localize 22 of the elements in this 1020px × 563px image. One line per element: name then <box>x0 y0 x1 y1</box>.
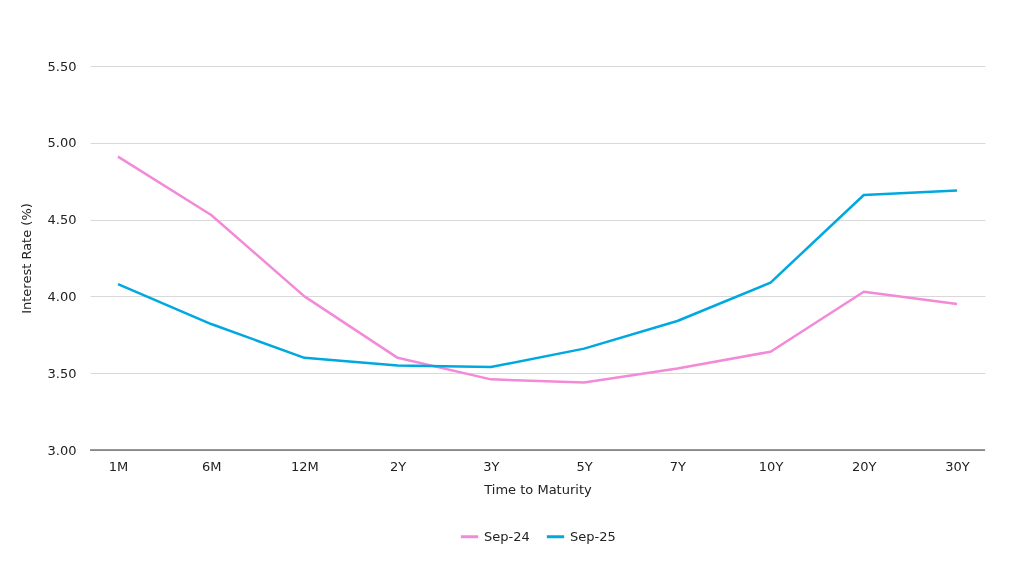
y-tick-label: 4.00 <box>47 288 77 304</box>
x-tick-label: 12M <box>291 458 319 474</box>
y-tick-label: 3.50 <box>47 365 77 381</box>
line-series <box>116 189 959 369</box>
x-tick-label: 2Y <box>390 458 407 474</box>
x-tick-label: 30Y <box>945 458 970 474</box>
x-tick-label: 10Y <box>758 458 784 474</box>
y-tick-label: 5.50 <box>47 58 77 74</box>
y-tick-label: 5.00 <box>47 135 77 151</box>
x-tick-label: 20Y <box>852 458 877 474</box>
x-axis-title: Time to Maturity <box>483 481 592 497</box>
y-tick-label: 4.50 <box>47 212 77 228</box>
x-tick-label: 7Y <box>669 458 687 474</box>
legend-label: Sep-25 <box>570 528 616 544</box>
x-tick-label: 5Y <box>576 458 593 474</box>
line-series <box>116 155 959 384</box>
y-axis-title: Interest Rate (%) <box>18 203 34 314</box>
x-tick-label: 1M <box>108 458 129 474</box>
legend-label: Sep-24 <box>484 528 530 544</box>
x-tick-label: 3Y <box>483 458 500 474</box>
y-tick-label: 3.00 <box>47 442 77 458</box>
x-tick-label: 6M <box>201 458 222 474</box>
